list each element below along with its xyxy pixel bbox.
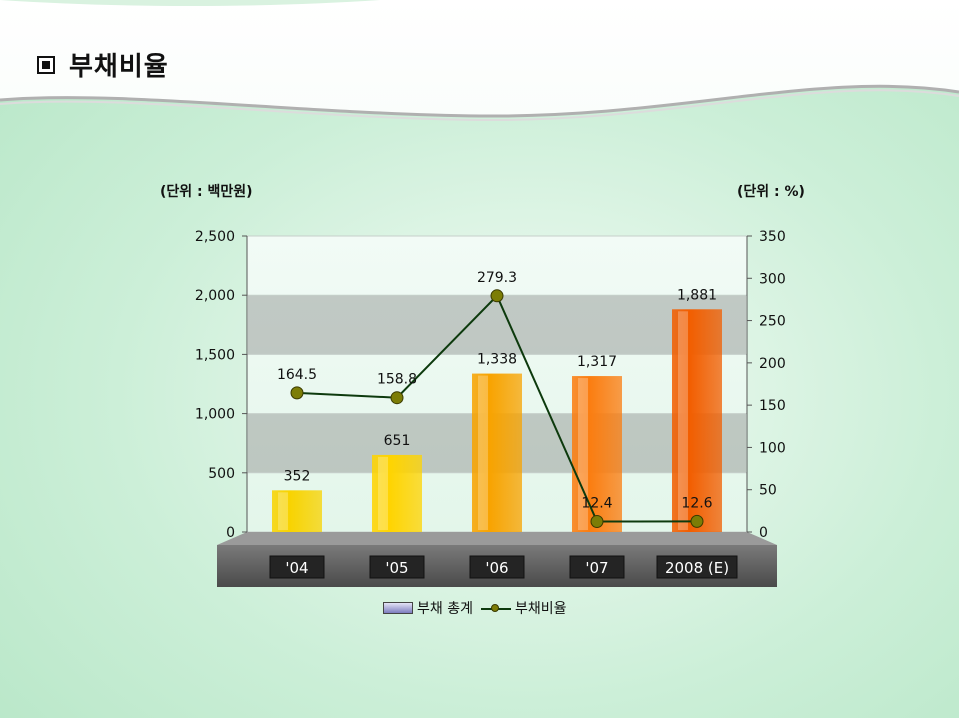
debt-ratio-marker [290,386,304,400]
right-axis-tick-label: 300 [759,271,786,287]
bar-highlight [678,311,688,530]
chart-base-top [217,532,777,545]
header-wave [0,0,959,122]
category-label: '06 [485,559,508,577]
left-axis-tick-label: 1,000 [195,407,235,423]
line-value-label: 12.6 [681,495,712,511]
right-axis-tick-label: 0 [759,525,768,541]
right-axis-tick-label: 350 [759,229,786,245]
debt-total-bar [672,309,722,532]
right-axis-tick-label: 150 [759,398,786,414]
category-label: '04 [285,559,308,577]
title-block: 부채비율 [37,46,169,83]
bar-highlight [478,375,488,530]
right-axis-tick-label: 50 [759,483,777,499]
debt-total-bar [372,454,422,532]
left-axis-tick-label: 500 [208,466,235,482]
debt-total-bar [272,490,322,532]
debt-total-bar [472,373,522,532]
line-value-label: 279.3 [477,270,517,286]
bar-value-label: 1,881 [677,287,717,303]
debt-ratio-marker [590,515,604,529]
bar-highlight [278,492,288,530]
right-axis-tick-label: 200 [759,356,786,372]
category-chip [469,555,525,579]
category-chip [656,555,738,579]
bar-value-label: 651 [384,433,411,449]
category-label: '07 [585,559,608,577]
category-label: '05 [385,559,408,577]
debt-ratio-marker [390,391,404,405]
category-chip [369,555,425,579]
debt-ratio-marker [690,514,704,528]
line-value-label: 158.8 [377,372,417,388]
category-chip [269,555,325,579]
chart-legend: 부채 총계 부채비율 [383,598,567,618]
debt-total-bar [572,376,622,532]
bar-highlight [378,456,388,530]
category-chip [569,555,625,579]
right-axis-unit: (단위 : %) [737,184,805,200]
square-bullet-icon [37,55,55,74]
left-axis-tick-label: 2,000 [195,288,235,304]
legend-bar-label: 부채 총계 [417,601,473,617]
grid-band [248,295,746,355]
page-title: 부채비율 [69,52,169,82]
left-axis-tick-label: 1,500 [195,347,235,363]
bar-highlight [578,378,588,530]
right-axis-tick-label: 100 [759,440,786,456]
debt-ratio-marker [490,289,504,303]
left-axis-unit: (단위 : 백만원) [160,184,253,200]
legend-line-label: 부채비율 [514,601,567,617]
bar-legend-swatch [383,602,413,614]
bar-value-label: 1,338 [477,352,517,368]
line-value-label: 12.4 [581,496,612,512]
bar-value-label: 1,317 [577,354,617,370]
right-axis-tick-label: 250 [759,314,786,330]
left-axis-tick-label: 2,500 [195,229,235,245]
bar-value-label: 352 [284,468,311,484]
left-axis-tick-label: 0 [226,525,235,541]
line-value-label: 164.5 [277,367,317,383]
category-label: 2008 (E) [665,559,729,577]
line-legend-marker-icon [480,601,511,615]
